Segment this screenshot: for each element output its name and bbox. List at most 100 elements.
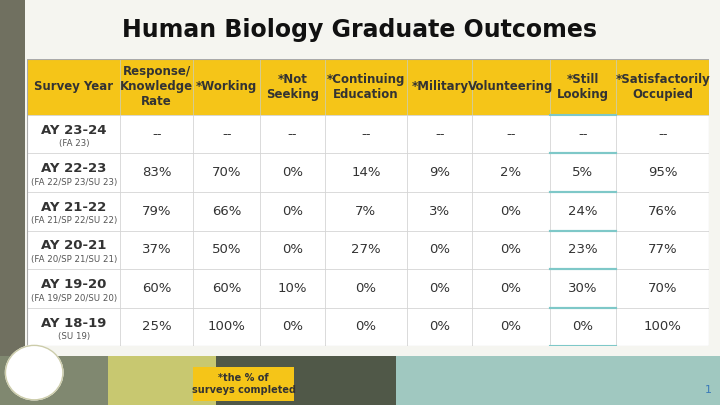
Text: --: -- (361, 128, 371, 141)
Bar (260, 269, 325, 308)
Text: 7%: 7% (356, 205, 377, 218)
Bar (120, 153, 193, 192)
Bar (27, 308, 120, 346)
FancyBboxPatch shape (0, 0, 25, 356)
Text: (FA 19/SP 20/SU 20): (FA 19/SP 20/SU 20) (31, 294, 117, 303)
Bar (408, 308, 472, 346)
Text: 0%: 0% (500, 320, 521, 333)
Bar (260, 115, 325, 153)
Bar (616, 192, 709, 230)
Text: (SU 19): (SU 19) (58, 332, 90, 341)
Bar (120, 230, 193, 269)
Text: 60%: 60% (142, 282, 171, 295)
Bar (408, 269, 472, 308)
Text: 24%: 24% (568, 205, 598, 218)
Text: 30%: 30% (568, 282, 598, 295)
Text: *Continuing
Education: *Continuing Education (327, 73, 405, 101)
Bar (260, 308, 325, 346)
Bar (193, 269, 260, 308)
Text: 0%: 0% (282, 243, 303, 256)
Text: --: -- (152, 128, 161, 141)
Text: 1: 1 (704, 385, 711, 395)
Text: *Working: *Working (196, 80, 257, 93)
Text: 100%: 100% (644, 320, 682, 333)
Text: 0%: 0% (500, 282, 521, 295)
FancyBboxPatch shape (0, 0, 720, 356)
Text: --: -- (435, 128, 444, 141)
Text: *Still
Looking: *Still Looking (557, 73, 609, 101)
Bar (325, 230, 408, 269)
Bar (616, 308, 709, 346)
Bar (120, 192, 193, 230)
Text: AY 19-20: AY 19-20 (41, 278, 107, 291)
Bar (27, 153, 120, 192)
Bar (472, 230, 549, 269)
Text: 50%: 50% (212, 243, 241, 256)
Bar (260, 230, 325, 269)
Text: 0%: 0% (572, 320, 593, 333)
Bar (549, 59, 616, 115)
Bar (549, 269, 616, 308)
Text: 100%: 100% (208, 320, 246, 333)
Bar (120, 269, 193, 308)
Circle shape (6, 345, 63, 400)
Bar (120, 308, 193, 346)
Text: Survey Year: Survey Year (34, 80, 113, 93)
Text: --: -- (658, 128, 667, 141)
Text: (FA 23): (FA 23) (58, 139, 89, 148)
Text: --: -- (506, 128, 516, 141)
Text: 27%: 27% (351, 243, 381, 256)
Bar (120, 115, 193, 153)
Text: 0%: 0% (500, 243, 521, 256)
Text: 83%: 83% (142, 166, 171, 179)
Bar (472, 153, 549, 192)
Bar (260, 153, 325, 192)
Text: *the % of
surveys completed: *the % of surveys completed (192, 373, 296, 395)
Text: 95%: 95% (648, 166, 678, 179)
Text: 0%: 0% (429, 243, 450, 256)
Bar (27, 230, 120, 269)
Bar (472, 308, 549, 346)
Bar (408, 230, 472, 269)
Text: Human Biology Graduate Outcomes: Human Biology Graduate Outcomes (122, 18, 598, 43)
Bar (616, 59, 709, 115)
Bar (193, 230, 260, 269)
Text: 66%: 66% (212, 205, 241, 218)
Text: 0%: 0% (356, 320, 377, 333)
Bar (260, 192, 325, 230)
Text: 77%: 77% (648, 243, 678, 256)
Bar (549, 230, 616, 269)
Bar (472, 269, 549, 308)
Text: AY 20-21: AY 20-21 (41, 239, 107, 252)
Bar (408, 115, 472, 153)
FancyBboxPatch shape (0, 356, 108, 405)
Bar (193, 115, 260, 153)
Bar (325, 115, 408, 153)
Bar (27, 59, 120, 115)
Bar (193, 192, 260, 230)
Text: 10%: 10% (278, 282, 307, 295)
Text: *Military: *Military (411, 80, 469, 93)
Bar (616, 115, 709, 153)
Bar (325, 308, 408, 346)
Text: 37%: 37% (142, 243, 171, 256)
Text: 0%: 0% (356, 282, 377, 295)
Bar (472, 192, 549, 230)
Bar (472, 115, 549, 153)
Text: 0%: 0% (500, 205, 521, 218)
FancyBboxPatch shape (108, 356, 216, 405)
Text: AY 22-23: AY 22-23 (41, 162, 107, 175)
Text: 2%: 2% (500, 166, 521, 179)
FancyBboxPatch shape (0, 356, 720, 405)
Text: 9%: 9% (429, 166, 450, 179)
Bar (120, 59, 193, 115)
Text: AY 23-24: AY 23-24 (41, 124, 107, 137)
Bar (549, 192, 616, 230)
Text: 0%: 0% (282, 320, 303, 333)
Bar (549, 308, 616, 346)
Bar (408, 59, 472, 115)
Text: 0%: 0% (282, 166, 303, 179)
Bar (616, 269, 709, 308)
FancyBboxPatch shape (216, 356, 396, 405)
Text: 0%: 0% (282, 205, 303, 218)
